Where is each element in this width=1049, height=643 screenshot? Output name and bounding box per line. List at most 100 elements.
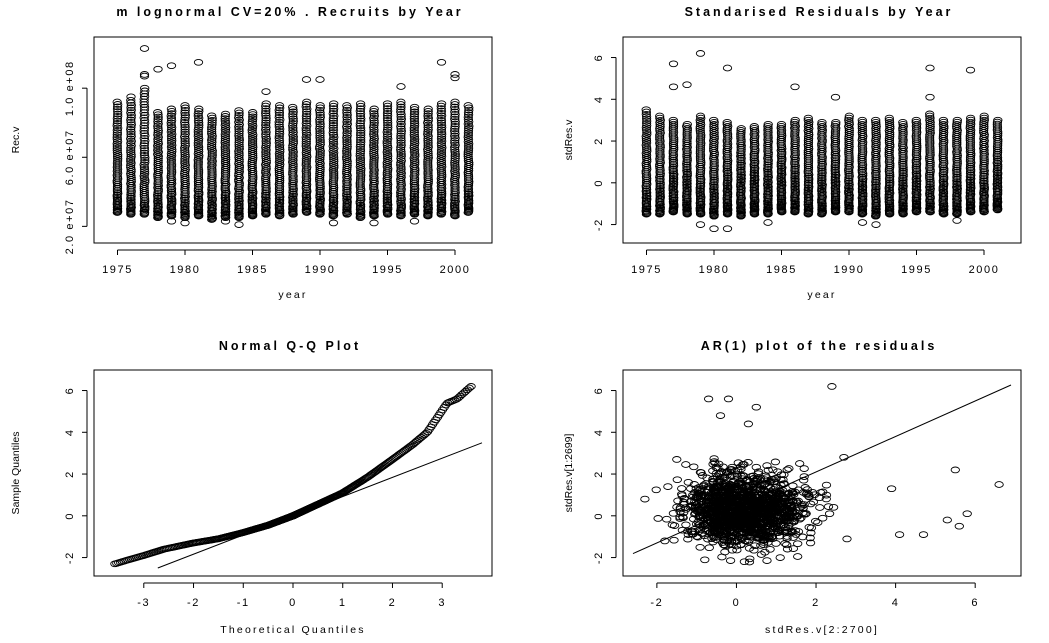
point bbox=[180, 128, 190, 136]
point bbox=[153, 140, 163, 148]
point bbox=[234, 136, 244, 144]
point bbox=[247, 139, 258, 147]
point bbox=[450, 396, 460, 404]
point bbox=[369, 146, 379, 153]
x-tick-label: 0 bbox=[289, 597, 297, 609]
point bbox=[436, 105, 446, 112]
point bbox=[342, 106, 352, 114]
point bbox=[288, 108, 298, 116]
point bbox=[784, 465, 794, 472]
point bbox=[436, 128, 447, 136]
y-tick-label: 1.0 e+08 bbox=[64, 60, 76, 116]
point bbox=[857, 116, 867, 124]
x-tick-label: 2000 bbox=[969, 264, 1000, 276]
point bbox=[301, 142, 311, 150]
point bbox=[356, 171, 366, 179]
y-tick-label: -2 bbox=[593, 218, 605, 231]
x-axis: 1975 1980 1985 1990 1995 2000 bbox=[102, 249, 469, 276]
point bbox=[992, 120, 1002, 128]
point bbox=[193, 130, 204, 138]
point bbox=[342, 155, 352, 163]
point bbox=[450, 111, 460, 118]
point bbox=[369, 124, 379, 131]
point bbox=[817, 118, 827, 126]
point bbox=[925, 64, 935, 72]
point bbox=[396, 123, 406, 130]
point bbox=[641, 124, 652, 132]
point bbox=[450, 137, 460, 144]
point bbox=[409, 129, 420, 136]
point bbox=[247, 126, 257, 134]
point bbox=[685, 503, 695, 511]
point bbox=[288, 137, 298, 145]
point bbox=[911, 116, 921, 124]
x-tick-label: 3 bbox=[438, 597, 446, 609]
point bbox=[220, 139, 230, 147]
point bbox=[234, 143, 244, 151]
point bbox=[261, 121, 271, 129]
point bbox=[153, 111, 163, 119]
point bbox=[167, 107, 177, 115]
point bbox=[410, 135, 420, 143]
point bbox=[275, 148, 285, 155]
point bbox=[193, 132, 203, 140]
point bbox=[153, 129, 163, 137]
point bbox=[716, 532, 727, 540]
point bbox=[396, 83, 406, 90]
point bbox=[769, 496, 779, 504]
point bbox=[126, 101, 136, 109]
point bbox=[450, 98, 460, 106]
point bbox=[808, 498, 819, 506]
point bbox=[356, 167, 366, 175]
point bbox=[450, 139, 460, 147]
point bbox=[274, 137, 285, 144]
point bbox=[153, 109, 163, 116]
point bbox=[725, 557, 736, 564]
point bbox=[153, 127, 163, 134]
point bbox=[993, 116, 1003, 124]
point bbox=[396, 146, 406, 153]
point bbox=[695, 127, 705, 135]
point bbox=[193, 128, 203, 136]
point bbox=[668, 60, 679, 68]
chart-title: Normal Q-Q Plot bbox=[219, 339, 361, 353]
point bbox=[342, 147, 352, 155]
point bbox=[383, 107, 393, 115]
point bbox=[166, 152, 177, 160]
point bbox=[248, 150, 258, 157]
point bbox=[193, 154, 204, 162]
point bbox=[383, 121, 393, 129]
point bbox=[793, 553, 803, 560]
point bbox=[369, 156, 379, 164]
point bbox=[112, 135, 122, 143]
point bbox=[166, 114, 177, 122]
point bbox=[261, 107, 271, 115]
x-tick-label: 1975 bbox=[631, 264, 662, 276]
point bbox=[409, 108, 420, 116]
point bbox=[139, 71, 150, 78]
point bbox=[383, 119, 393, 127]
point bbox=[355, 169, 366, 177]
point bbox=[436, 102, 446, 110]
point bbox=[871, 221, 881, 228]
x-axis-label: Theoretical Quantiles bbox=[220, 624, 365, 636]
point bbox=[436, 152, 447, 160]
point bbox=[695, 543, 705, 551]
point bbox=[436, 161, 447, 169]
point bbox=[450, 113, 460, 121]
point bbox=[301, 151, 312, 158]
point bbox=[153, 65, 163, 73]
point bbox=[112, 131, 122, 139]
point bbox=[884, 118, 895, 126]
point bbox=[690, 528, 700, 535]
point bbox=[925, 173, 935, 181]
point bbox=[409, 106, 420, 113]
point bbox=[763, 219, 773, 226]
point bbox=[328, 107, 339, 115]
point bbox=[369, 110, 379, 117]
point bbox=[112, 144, 122, 152]
point bbox=[770, 497, 781, 505]
point bbox=[315, 104, 325, 112]
